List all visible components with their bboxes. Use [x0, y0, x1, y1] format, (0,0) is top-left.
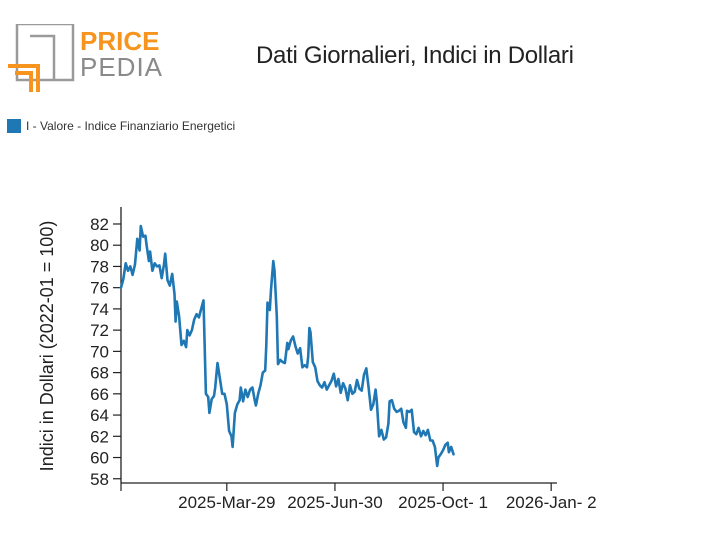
- y-tick-label: 76: [90, 279, 109, 298]
- x-axis: 2025-Mar-29 2025-Jun-30 2025-Oct- 1 2026-Ja…: [120, 482, 597, 512]
- logo-word-price: PRICE: [80, 26, 159, 56]
- y-tick-label: 64: [90, 406, 109, 425]
- legend-swatch: [7, 119, 21, 133]
- x-tick-label: 2025-Mar-29: [178, 493, 275, 512]
- y-tick-label: 82: [90, 215, 109, 234]
- y-tick-label: 80: [90, 236, 109, 255]
- pricepedia-logo: PRICE PEDIA: [8, 24, 163, 92]
- y-tick-label: 78: [90, 257, 109, 276]
- x-tick-label: 2026-Jan- 2: [506, 493, 597, 512]
- y-tick-label: 68: [90, 364, 109, 383]
- y-tick-label: 58: [90, 470, 109, 489]
- legend[interactable]: I - Valore - Indice Finanziario Energeti…: [7, 119, 235, 133]
- y-axis: 58 60 62 64 66 68 70 72 74 76 78 80 82: [90, 207, 122, 489]
- logo-mark-icon: [8, 24, 75, 92]
- y-tick-label: 72: [90, 321, 109, 340]
- y-tick-label: 62: [90, 427, 109, 446]
- y-tick-label: 60: [90, 449, 109, 468]
- logo-word-pedia: PEDIA: [80, 52, 163, 82]
- y-tick-label: 70: [90, 342, 109, 361]
- series-line: [119, 224, 455, 468]
- legend-label: I - Valore - Indice Finanziario Energeti…: [26, 119, 236, 133]
- y-tick-label: 66: [90, 385, 109, 404]
- y-axis-title: Indici in Dollari (2022-01 = 100): [37, 221, 57, 472]
- x-tick-label: 2025-Oct- 1: [398, 493, 488, 512]
- chart-title: Dati Giornalieri, Indici in Dollari: [256, 42, 574, 69]
- plot-area: [119, 224, 455, 468]
- x-tick-label: 2025-Jun-30: [287, 493, 382, 512]
- y-tick-label: 74: [90, 300, 109, 319]
